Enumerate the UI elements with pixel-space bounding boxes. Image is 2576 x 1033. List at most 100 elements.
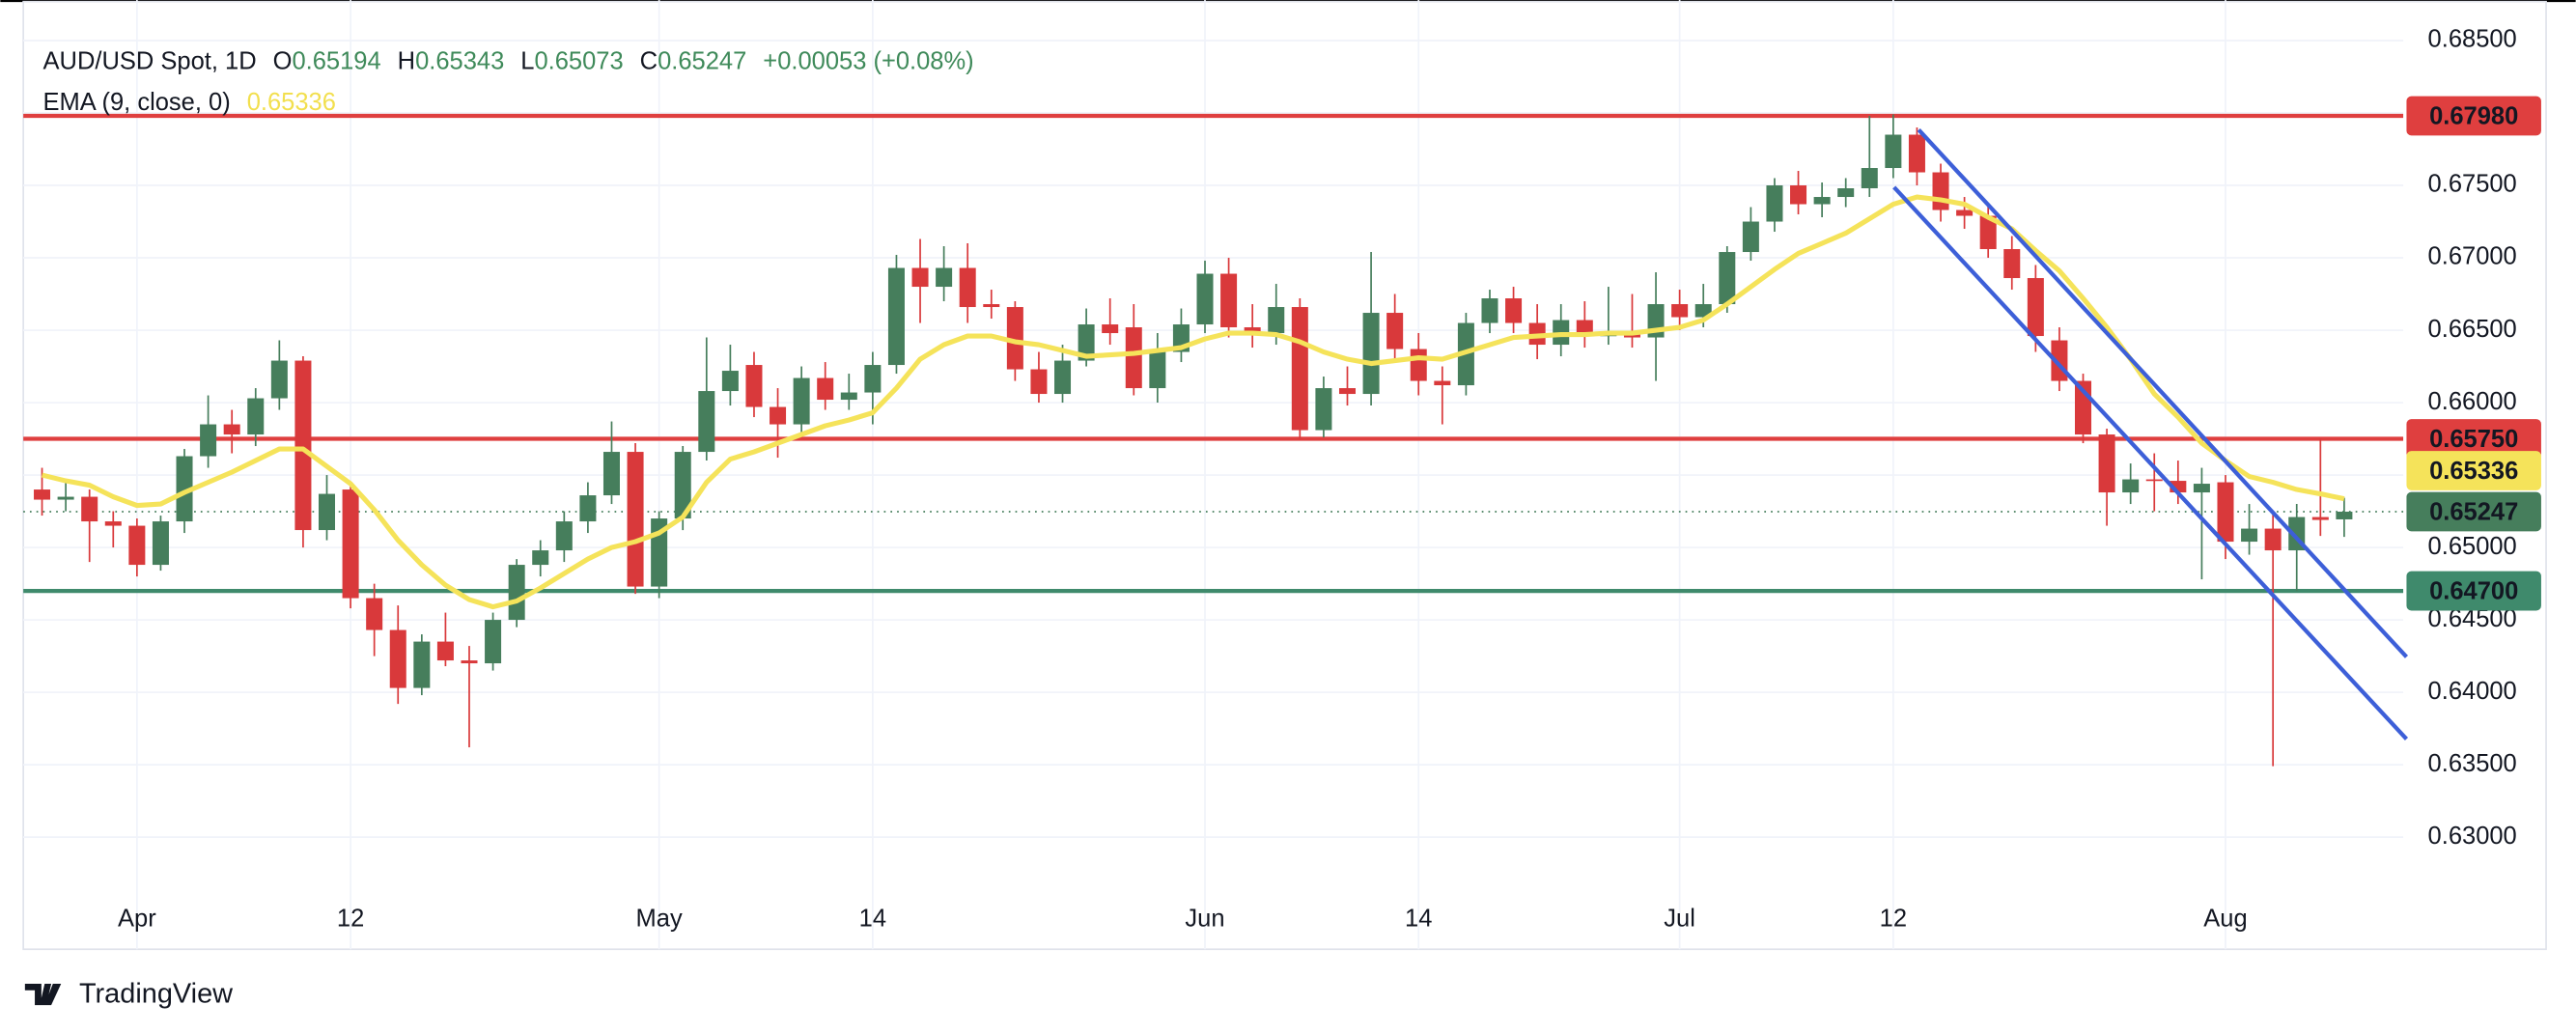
x-tick-label: Jun bbox=[1185, 905, 1224, 932]
candle-body bbox=[1837, 188, 1855, 198]
level-label: 0.64700 bbox=[2429, 578, 2518, 605]
indicator-name: EMA (9, close, 0) bbox=[43, 89, 231, 116]
candle-body bbox=[555, 521, 573, 551]
candle-body bbox=[983, 304, 1000, 308]
x-tick-label: Apr bbox=[118, 905, 156, 932]
candle-body bbox=[770, 406, 787, 425]
candle-body bbox=[2264, 528, 2282, 551]
candle-body bbox=[2003, 249, 2021, 279]
candle-body bbox=[366, 598, 383, 630]
symbol-title: AUD/USD Spot, 1D bbox=[43, 47, 257, 74]
trend-channel bbox=[1892, 127, 2409, 740]
candle-body bbox=[2311, 516, 2329, 520]
candle-body bbox=[461, 660, 478, 664]
candle-body bbox=[389, 629, 406, 688]
candle-body bbox=[1220, 273, 1238, 328]
legend-header: AUD/USD Spot, 1D O0.65194 H0.65343 L0.65073… bbox=[43, 47, 974, 74]
candle-body bbox=[1244, 327, 1261, 334]
candle-body bbox=[1338, 388, 1357, 395]
y-tick-label: 0.66500 bbox=[2428, 316, 2517, 343]
candle-body bbox=[1885, 134, 1902, 169]
candle-body bbox=[200, 424, 217, 457]
candle-body bbox=[817, 377, 834, 401]
candle-body bbox=[1979, 215, 1997, 250]
candle-body bbox=[840, 392, 857, 401]
ohlc-value: 0.65073 bbox=[534, 47, 623, 74]
candle-body bbox=[81, 496, 98, 522]
candle-body bbox=[1623, 334, 1640, 338]
ohlc-key: L bbox=[520, 47, 534, 74]
channel-lower bbox=[1892, 185, 2409, 740]
channel-upper bbox=[1917, 127, 2409, 658]
candle-body bbox=[1078, 324, 1095, 361]
ohlc-key: C bbox=[640, 47, 658, 74]
brand: TradingView bbox=[24, 979, 233, 1010]
y-tick-label: 0.67000 bbox=[2428, 243, 2517, 270]
candle-body bbox=[1006, 307, 1023, 370]
candle-body bbox=[721, 371, 739, 392]
change: +0.00053 (+0.08%) bbox=[763, 47, 973, 74]
x-tick-label: May bbox=[636, 905, 683, 932]
candle-body bbox=[2193, 484, 2210, 493]
candle-body bbox=[342, 489, 359, 599]
ohlc-key: H bbox=[398, 47, 415, 74]
candle-body bbox=[2336, 512, 2353, 519]
candle-body bbox=[1102, 324, 1119, 334]
indicator-value: 0.65336 bbox=[247, 89, 336, 116]
candle-body bbox=[508, 565, 525, 621]
x-tick-label: 14 bbox=[859, 905, 886, 932]
candle-body bbox=[793, 377, 810, 425]
candle-body bbox=[1719, 252, 1736, 305]
candle-body bbox=[1766, 185, 1783, 222]
candle-body bbox=[1481, 298, 1498, 323]
candle-body bbox=[152, 521, 169, 566]
y-tick-label: 0.66000 bbox=[2428, 388, 2517, 415]
candle-body bbox=[698, 391, 715, 453]
y-tick-label: 0.63000 bbox=[2428, 823, 2517, 850]
candle-body bbox=[1505, 298, 1523, 323]
candle-body bbox=[532, 550, 549, 566]
price-axis: 0.685000.680000.675000.670000.665000.660… bbox=[118, 26, 2541, 932]
candle-body bbox=[864, 365, 882, 393]
candle-body bbox=[674, 452, 691, 519]
ohlc-value: 0.65343 bbox=[415, 47, 504, 74]
candle-body bbox=[1694, 304, 1712, 318]
y-tick-label: 0.65000 bbox=[2428, 533, 2517, 560]
y-tick-label: 0.67500 bbox=[2428, 171, 2517, 198]
level-box bbox=[2406, 571, 2541, 611]
candle-body bbox=[1149, 351, 1166, 389]
x-tick-label: Jul bbox=[1664, 905, 1695, 932]
ema-line bbox=[41, 194, 2345, 610]
indicator-legend: EMA (9, close, 0) 0.65336 bbox=[43, 89, 336, 116]
candle-body bbox=[2145, 479, 2163, 482]
candle-body bbox=[1268, 307, 1285, 334]
level-box bbox=[2406, 96, 2541, 136]
y-tick-label: 0.68500 bbox=[2428, 26, 2517, 53]
y-tick-label: 0.64000 bbox=[2428, 678, 2517, 705]
last-price-box bbox=[2406, 491, 2541, 532]
candle-body bbox=[911, 267, 929, 288]
candle-body bbox=[1671, 304, 1689, 318]
candle-body bbox=[270, 360, 288, 399]
candle-body bbox=[1908, 134, 1925, 173]
candle-body bbox=[436, 641, 454, 661]
ema-price-label: 0.65336 bbox=[2429, 458, 2518, 485]
candle-body bbox=[1932, 172, 1949, 210]
brand-logo bbox=[24, 983, 62, 1006]
candle-body bbox=[579, 495, 597, 522]
candle-body bbox=[413, 641, 431, 688]
ohlc-key: O bbox=[273, 47, 293, 74]
candle-body bbox=[2217, 482, 2234, 543]
candle-body bbox=[247, 398, 265, 435]
candle-body bbox=[1315, 388, 1332, 431]
candle-body bbox=[936, 267, 953, 288]
candle-body bbox=[1742, 221, 1759, 253]
ohlc-value: 0.65194 bbox=[292, 47, 380, 74]
candle-body bbox=[602, 452, 620, 496]
candle-body bbox=[319, 493, 336, 531]
candle-body bbox=[57, 496, 74, 500]
candle-body bbox=[1790, 185, 1807, 205]
